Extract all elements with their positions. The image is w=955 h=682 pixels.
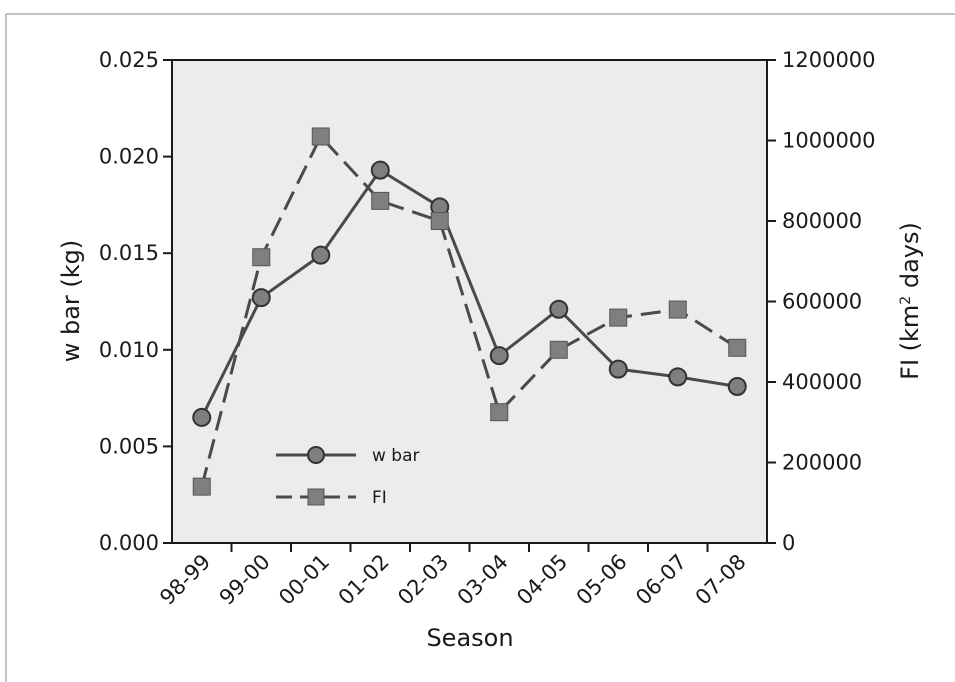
x-tick-label: 03-04 xyxy=(453,550,513,610)
data-point xyxy=(311,245,331,265)
legend-marker xyxy=(307,446,325,464)
data-point xyxy=(371,191,390,210)
data-point xyxy=(727,377,747,397)
y-right-tick-label: 200000 xyxy=(782,451,862,475)
y-left-tick-label: 0.005 xyxy=(99,434,159,458)
data-point xyxy=(311,127,330,146)
y-right-tick-label: 600000 xyxy=(782,290,862,314)
data-point xyxy=(609,308,628,327)
x-tick-label: 07-08 xyxy=(691,550,751,610)
y-right-tick-label: 400000 xyxy=(782,370,862,394)
y-right-tick-label: 1000000 xyxy=(782,129,876,153)
data-point xyxy=(608,359,628,379)
data-point xyxy=(549,299,569,319)
data-point xyxy=(728,338,747,357)
x-tick-label: 06-07 xyxy=(631,550,691,610)
y-left-tick-label: 0.015 xyxy=(99,241,159,265)
data-point xyxy=(490,403,509,422)
series-line-w-bar xyxy=(200,168,738,419)
data-point xyxy=(370,160,390,180)
series-layer xyxy=(192,127,747,496)
x-tick-label: 99-00 xyxy=(215,550,275,610)
data-point xyxy=(430,212,449,230)
y-right-axis-title: FI (km2 days) xyxy=(896,222,924,380)
y-left-tick-label: 0.025 xyxy=(99,48,159,72)
data-point xyxy=(549,340,568,359)
data-point xyxy=(192,407,212,427)
data-point xyxy=(251,288,271,308)
legend-label: w bar xyxy=(372,446,420,466)
x-tick-label: 04-05 xyxy=(512,550,572,610)
y-right-tick-label: 1200000 xyxy=(782,48,876,72)
x-axis-title: Season xyxy=(426,624,513,652)
x-tick-label: 05-06 xyxy=(572,550,632,610)
y-left-tick-label: 0.020 xyxy=(99,145,159,169)
x-tick-label: 01-02 xyxy=(334,550,394,610)
y-left-tick-label: 0.010 xyxy=(99,338,159,362)
plot-area xyxy=(171,59,768,544)
legend-marker xyxy=(307,488,325,506)
data-point xyxy=(668,367,688,387)
y-right-tick-label: 800000 xyxy=(782,209,862,233)
x-tick-label: 00-01 xyxy=(274,550,334,610)
y-right-title-prefix: FI (km xyxy=(896,305,924,380)
data-point xyxy=(192,477,211,496)
y-right-tick-label: 0 xyxy=(782,531,795,555)
y-right-title-sup: 2 xyxy=(898,296,914,305)
y-left-axis-title: w bar (kg) xyxy=(57,240,85,363)
legend-label: FI xyxy=(372,488,387,508)
x-tick-label: 02-03 xyxy=(393,550,453,610)
legend: w bar FI xyxy=(276,446,420,508)
data-point xyxy=(668,300,687,319)
y-left-tick-label: 0.000 xyxy=(99,531,159,555)
data-point xyxy=(489,346,509,366)
series-line-fi xyxy=(200,133,739,488)
y-right-title-suffix: days) xyxy=(896,222,924,296)
data-point xyxy=(252,248,271,267)
x-tick-label: 98-99 xyxy=(155,550,215,610)
